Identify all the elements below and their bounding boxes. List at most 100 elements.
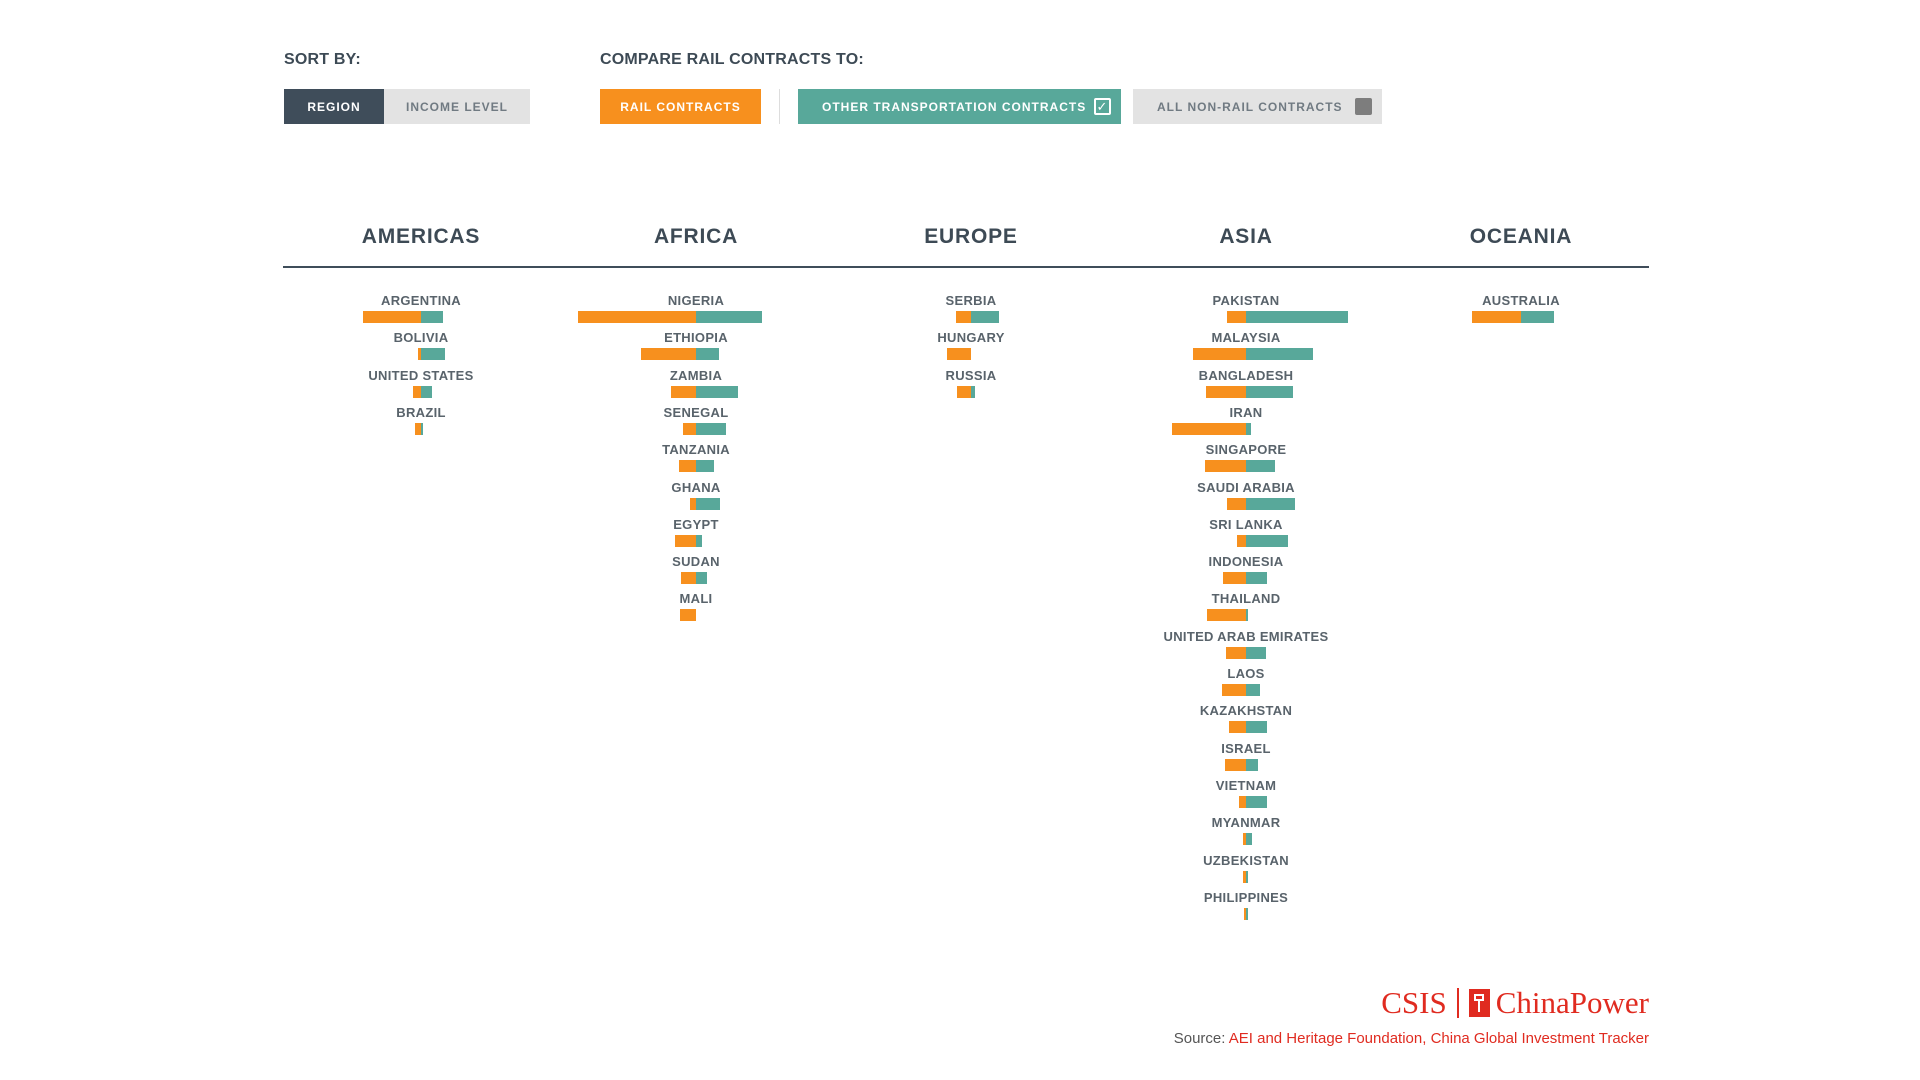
rail-bar-indonesia[interactable] [1223,572,1246,585]
country-label-malaysia: MALAYSIA [1211,330,1281,346]
chinapower-icon [1468,989,1490,1017]
rail-contracts-button[interactable]: RAIL CONTRACTS [600,89,761,124]
country-label-myanmar: MYANMAR [1211,815,1281,831]
rail-bar-mali[interactable] [680,609,696,622]
other-bar-sudan[interactable] [696,572,707,585]
rail-bar-iran[interactable] [1172,422,1246,435]
country-label-saudi-arabia: SAUDI ARABIA [1197,479,1295,495]
other-bar-laos[interactable] [1246,684,1260,696]
other-bar-sri-lanka[interactable] [1246,534,1288,547]
country-label-argentina: ARGENTINA [381,293,461,308]
other-bar-uzbekistan[interactable] [1246,870,1248,883]
sort-income-level-button[interactable]: INCOME LEVEL [384,89,530,124]
other-bar-iran[interactable] [1246,422,1251,435]
other-bar-united-states[interactable] [421,385,432,398]
other-bar-russia[interactable] [971,385,975,398]
other-bar-malaysia[interactable] [1246,348,1313,361]
other-bar-myanmar[interactable] [1246,833,1252,846]
sort-by-label: SORT BY: [284,51,361,68]
region-title-europe: EUROPE [924,225,1018,248]
rail-bar-australia[interactable] [1472,311,1521,323]
other-bar-saudi-arabia[interactable] [1246,497,1295,510]
rail-bar-myanmar[interactable] [1243,833,1246,846]
other-bar-senegal[interactable] [696,422,726,435]
rail-bar-senegal[interactable] [683,422,696,435]
region-title-africa: AFRICA [653,225,739,248]
other-bar-nigeria[interactable] [696,311,762,323]
rail-bar-egypt[interactable] [675,534,696,547]
other-bar-israel[interactable] [1246,758,1258,771]
rail-bar-bolivia[interactable] [418,348,421,361]
rail-bar-nigeria[interactable] [578,311,696,323]
rail-bar-sri-lanka[interactable] [1237,534,1246,547]
sort-region-button[interactable]: REGION [284,89,384,124]
country-label-australia: AUSTRALIA [1482,293,1560,308]
rail-bar-argentina[interactable] [363,311,421,323]
rail-bar-vietnam[interactable] [1239,795,1246,808]
other-bar-bolivia[interactable] [421,348,445,361]
rail-bar-thailand[interactable] [1207,609,1246,622]
other-bar-indonesia[interactable] [1246,572,1267,585]
other-bar-vietnam[interactable] [1246,795,1267,808]
checkbox-unchecked-icon[interactable] [1355,98,1372,115]
other-bar-serbia[interactable] [971,311,999,323]
country-label-ghana: GHANA [671,479,721,495]
country-label-kazakhstan: KAZAKHSTAN [1199,703,1293,719]
other-bar-bangladesh[interactable] [1246,385,1293,398]
csis-wordmark: CSIS [1381,985,1447,1020]
rail-bar-pakistan[interactable] [1227,311,1246,323]
country-label-ethiopia: ETHIOPIA [664,330,728,346]
country-label-bangladesh: BANGLADESH [1198,367,1294,383]
country-label-zambia: ZAMBIA [669,367,723,383]
rail-bar-tanzania[interactable] [679,460,696,473]
rail-bar-laos[interactable] [1222,684,1246,696]
rail-bar-philippines[interactable] [1244,907,1246,920]
all-non-rail-toggle[interactable]: ALL NON-RAIL CONTRACTS [1133,89,1382,124]
other-bar-australia[interactable] [1521,311,1554,323]
chinapower-wordmark: ChinaPower [1495,985,1649,1020]
rail-bar-uzbekistan[interactable] [1243,870,1246,883]
other-bar-singapore[interactable] [1246,460,1275,473]
country-label-bolivia: BOLIVIA [393,330,449,346]
rail-bar-serbia[interactable] [956,311,971,323]
other-bar-united-arab-emirates[interactable] [1246,646,1266,659]
rail-bar-bangladesh[interactable] [1206,385,1246,398]
rail-bar-malaysia[interactable] [1193,348,1246,361]
other-bar-tanzania[interactable] [696,460,714,473]
other-bar-ghana[interactable] [696,497,720,510]
other-bar-ethiopia[interactable] [696,348,719,361]
other-transportation-label: OTHER TRANSPORTATION CONTRACTS [822,99,1087,114]
other-bar-philippines[interactable] [1246,907,1248,920]
other-bar-kazakhstan[interactable] [1246,721,1267,734]
rail-bar-ethiopia[interactable] [641,348,696,361]
checkbox-checked-icon[interactable]: ✓ [1094,98,1111,115]
other-bar-brazil[interactable] [421,422,423,435]
country-label-united-arab-emirates: UNITED ARAB EMIRATES [1163,628,1329,644]
rail-bar-hungary[interactable] [947,348,971,361]
rail-bar-israel[interactable] [1225,758,1246,771]
other-bar-pakistan[interactable] [1246,311,1348,323]
other-bar-zambia[interactable] [696,385,738,398]
country-label-philippines: PHILIPPINES [1203,889,1289,905]
country-label-hungary: HUNGARY [937,330,1005,346]
rail-bar-singapore[interactable] [1205,460,1246,473]
rail-bar-ghana[interactable] [690,497,696,510]
rail-bar-kazakhstan[interactable] [1229,721,1246,734]
country-label-vietnam: VIETNAM [1215,777,1277,793]
rail-bar-sudan[interactable] [681,572,696,585]
rail-bar-brazil[interactable] [415,422,421,435]
rail-bar-united-states[interactable] [413,385,421,398]
country-label-indonesia: INDONESIA [1208,554,1284,570]
rail-bar-russia[interactable] [957,385,971,398]
source-link[interactable]: AEI and Heritage Foundation, China Globa… [1228,1030,1649,1047]
country-label-mali: MALI [679,591,713,607]
csis-chinapower-logo: CSIS ChinaPower [1381,985,1649,1021]
country-label-uzbekistan: UZBEKISTAN [1203,852,1289,868]
rail-bar-zambia[interactable] [671,385,696,398]
other-bar-argentina[interactable] [421,311,443,323]
other-bar-thailand[interactable] [1246,609,1248,622]
other-transportation-toggle[interactable]: OTHER TRANSPORTATION CONTRACTS ✓ [798,89,1121,124]
rail-bar-united-arab-emirates[interactable] [1226,646,1246,659]
rail-bar-saudi-arabia[interactable] [1227,497,1246,510]
other-bar-egypt[interactable] [696,534,702,547]
